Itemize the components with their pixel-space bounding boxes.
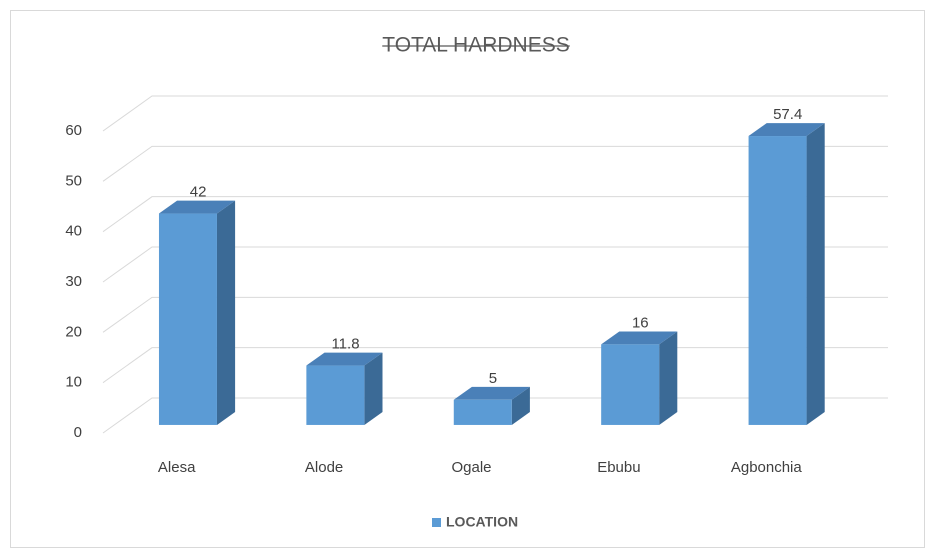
data-label: 16 — [632, 314, 649, 331]
chart-title: TOTAL HARDNESS — [382, 34, 569, 57]
bar-side — [511, 386, 530, 425]
y-tick-label: 40 — [65, 223, 82, 240]
bar-top — [158, 200, 236, 214]
grid-line — [102, 246, 888, 283]
bar-side — [364, 352, 383, 425]
bar — [158, 213, 217, 425]
bar-side — [659, 331, 678, 425]
bar-top — [601, 331, 678, 345]
bar-top — [748, 123, 825, 137]
bar — [306, 365, 365, 425]
data-label: 42 — [190, 184, 207, 201]
grid-line — [102, 145, 888, 182]
y-tick-label: 50 — [65, 172, 82, 189]
x-tick-label: Alesa — [158, 459, 196, 476]
bar-side — [806, 123, 825, 425]
y-tick-label: 10 — [65, 374, 82, 391]
legend-label: LOCATION — [446, 514, 518, 530]
legend-swatch — [432, 518, 441, 527]
y-tick-label: 30 — [65, 273, 82, 290]
bar — [748, 136, 807, 425]
y-tick-label: 20 — [65, 323, 82, 340]
x-tick-label: Ogale — [451, 459, 491, 476]
bar — [601, 344, 660, 425]
grid-line — [102, 196, 888, 233]
bar-top — [453, 386, 530, 400]
grid-line — [102, 95, 888, 132]
y-tick-label: 0 — [74, 424, 82, 441]
data-label: 57.4 — [773, 106, 802, 123]
data-label: 5 — [489, 370, 497, 387]
bar — [453, 399, 512, 425]
grid-line — [102, 296, 888, 333]
data-label: 11.8 — [331, 336, 359, 353]
x-tick-label: Agbonchia — [731, 459, 803, 476]
bar-top — [306, 352, 383, 366]
bar-side — [216, 200, 236, 425]
y-tick-label: 60 — [65, 122, 82, 139]
x-tick-label: Alode — [305, 459, 343, 476]
x-tick-label: Ebubu — [597, 459, 640, 476]
